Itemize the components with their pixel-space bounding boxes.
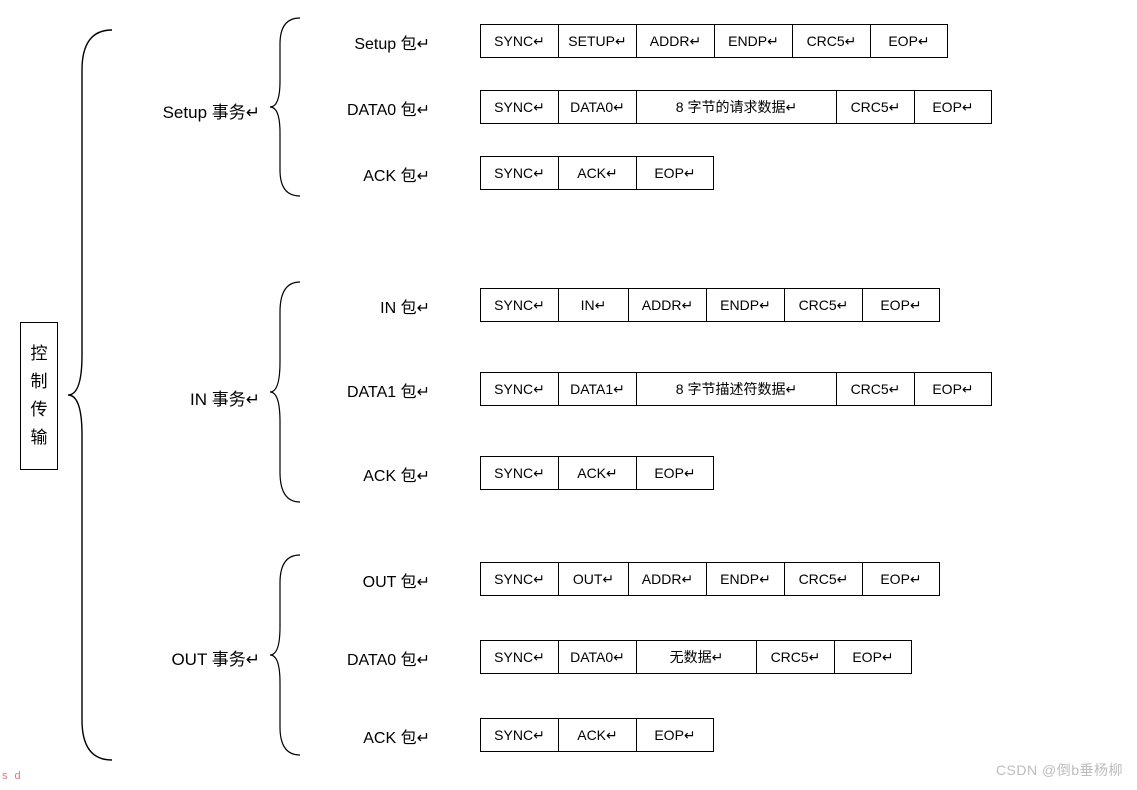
cell: EOP↵ bbox=[914, 90, 992, 124]
cell: EOP↵ bbox=[914, 372, 992, 406]
cell: SYNC↵ bbox=[480, 456, 558, 490]
cell: ACK↵ bbox=[558, 456, 636, 490]
cells-setup-data0: SYNC↵ DATA0↵ 8 字节的请求数据↵ CRC5↵ EOP↵ bbox=[480, 90, 992, 124]
cell: CRC5↵ bbox=[784, 562, 862, 596]
tx-brace-setup bbox=[270, 18, 300, 196]
cell: SYNC↵ bbox=[480, 718, 558, 752]
cell: DATA1↵ bbox=[558, 372, 636, 406]
cell: DATA0↵ bbox=[558, 90, 636, 124]
cell: 8 字节的请求数据↵ bbox=[636, 90, 836, 124]
cell: OUT↵ bbox=[558, 562, 628, 596]
pkt-label-setup-data0: DATA0 包↵ bbox=[347, 96, 430, 120]
tx-label-in: IN 事务↵ bbox=[190, 385, 260, 410]
cell: 8 字节描述符数据↵ bbox=[636, 372, 836, 406]
cells-in-data1: SYNC↵ DATA1↵ 8 字节描述符数据↵ CRC5↵ EOP↵ bbox=[480, 372, 992, 406]
corner-marker: s d bbox=[2, 770, 23, 782]
cell: CRC5↵ bbox=[792, 24, 870, 58]
cell: SYNC↵ bbox=[480, 288, 558, 322]
pkt-label-in-in: IN 包↵ bbox=[380, 294, 430, 318]
cell: EOP↵ bbox=[636, 718, 714, 752]
cell: EOP↵ bbox=[636, 456, 714, 490]
cell: ADDR↵ bbox=[636, 24, 714, 58]
pkt-label-out-ack: ACK 包↵ bbox=[363, 724, 430, 748]
cell: SYNC↵ bbox=[480, 90, 558, 124]
cell: SYNC↵ bbox=[480, 640, 558, 674]
cells-in-ack: SYNC↵ ACK↵ EOP↵ bbox=[480, 456, 714, 490]
pkt-label-out-out: OUT 包↵ bbox=[363, 568, 430, 592]
cell: EOP↵ bbox=[862, 288, 940, 322]
cell: SETUP↵ bbox=[558, 24, 636, 58]
cells-out-data0: SYNC↵ DATA0↵ 无数据↵ CRC5↵ EOP↵ bbox=[480, 640, 912, 674]
cell: ACK↵ bbox=[558, 718, 636, 752]
cell: ENDP↵ bbox=[706, 288, 784, 322]
cell: SYNC↵ bbox=[480, 562, 558, 596]
cell: CRC5↵ bbox=[836, 90, 914, 124]
tx-brace-in bbox=[270, 282, 300, 502]
diagram-canvas: 控 制 传 输 Setup 事务↵ Setup 包↵ SYNC↵ SETUP↵ … bbox=[0, 0, 1137, 790]
cell: CRC5↵ bbox=[836, 372, 914, 406]
watermark-text: CSDN @倒b垂杨柳 bbox=[996, 760, 1123, 780]
root-label-box: 控 制 传 输 bbox=[20, 322, 58, 470]
cell: ADDR↵ bbox=[628, 288, 706, 322]
cell: ENDP↵ bbox=[714, 24, 792, 58]
root-char-3: 输 bbox=[31, 424, 48, 452]
cell: EOP↵ bbox=[862, 562, 940, 596]
pkt-label-in-data1: DATA1 包↵ bbox=[347, 378, 430, 402]
cells-out-ack: SYNC↵ ACK↵ EOP↵ bbox=[480, 718, 714, 752]
pkt-label-in-ack: ACK 包↵ bbox=[363, 462, 430, 486]
cell: SYNC↵ bbox=[480, 24, 558, 58]
cell: EOP↵ bbox=[636, 156, 714, 190]
tx-label-setup: Setup 事务↵ bbox=[163, 98, 260, 123]
cell: ENDP↵ bbox=[706, 562, 784, 596]
root-char-1: 制 bbox=[31, 368, 48, 396]
cells-out-out: SYNC↵ OUT↵ ADDR↵ ENDP↵ CRC5↵ EOP↵ bbox=[480, 562, 940, 596]
cells-setup-setup: SYNC↵ SETUP↵ ADDR↵ ENDP↵ CRC5↵ EOP↵ bbox=[480, 24, 948, 58]
cell: EOP↵ bbox=[834, 640, 912, 674]
pkt-label-setup-ack: ACK 包↵ bbox=[363, 162, 430, 186]
cells-in-in: SYNC↵ IN↵ ADDR↵ ENDP↵ CRC5↵ EOP↵ bbox=[480, 288, 940, 322]
root-brace bbox=[68, 30, 112, 760]
cell: DATA0↵ bbox=[558, 640, 636, 674]
pkt-label-setup-setup: Setup 包↵ bbox=[354, 30, 430, 54]
cell: EOP↵ bbox=[870, 24, 948, 58]
tx-brace-out bbox=[270, 555, 300, 755]
cell: SYNC↵ bbox=[480, 156, 558, 190]
root-char-2: 传 bbox=[31, 396, 48, 424]
cell: CRC5↵ bbox=[756, 640, 834, 674]
pkt-label-out-data0: DATA0 包↵ bbox=[347, 646, 430, 670]
tx-label-out: OUT 事务↵ bbox=[171, 645, 260, 670]
cell: ADDR↵ bbox=[628, 562, 706, 596]
cell: SYNC↵ bbox=[480, 372, 558, 406]
cell: 无数据↵ bbox=[636, 640, 756, 674]
cell: CRC5↵ bbox=[784, 288, 862, 322]
cells-setup-ack: SYNC↵ ACK↵ EOP↵ bbox=[480, 156, 714, 190]
cell: IN↵ bbox=[558, 288, 628, 322]
cell: ACK↵ bbox=[558, 156, 636, 190]
root-char-0: 控 bbox=[31, 340, 48, 368]
